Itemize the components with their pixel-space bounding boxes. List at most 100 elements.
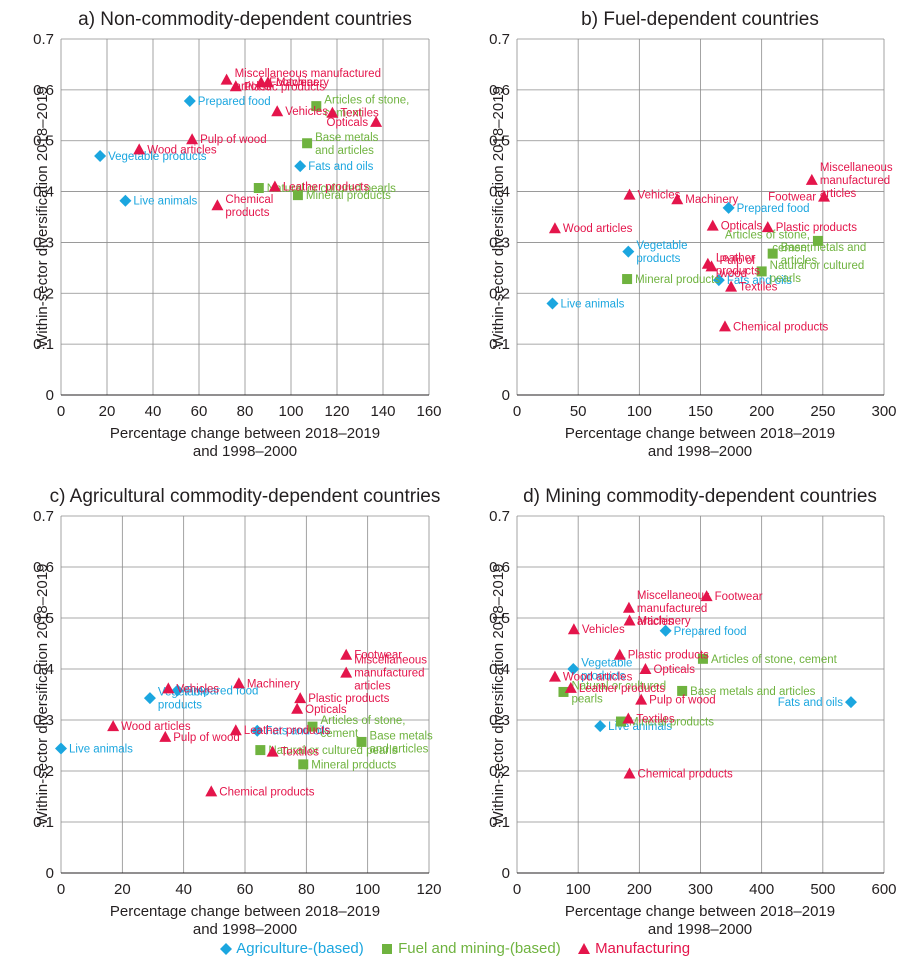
point-label: and articles [315, 145, 374, 157]
legend-label-fuel-mining: Fuel and mining-(based) [398, 940, 561, 957]
point-fats-and-oils [294, 160, 307, 173]
y-tick-label: 0.5 [489, 610, 510, 627]
y-tick-label: 0 [46, 865, 54, 882]
point-vehicles [271, 105, 284, 117]
point-label: Vegetable [581, 658, 632, 670]
y-tick-label: 0.6 [489, 559, 510, 576]
point-label: products [581, 671, 625, 683]
x-tick-label: 120 [416, 881, 441, 898]
x-axis-label: Percentage change between 2018–2019 [110, 903, 380, 920]
point-natural-or-cultured-pearls [756, 266, 767, 277]
point-label: Miscellaneous [354, 655, 427, 667]
point-fats-and-oils [844, 696, 857, 709]
point-miscellaneous-manufactured-articles [220, 73, 233, 85]
point-label: Opticals [721, 221, 763, 233]
point-label: Opticals [653, 664, 695, 676]
point-label: manufactured [354, 668, 424, 680]
point-opticals [291, 702, 304, 714]
point-live-animals [546, 297, 559, 310]
x-axis-label: and 1998–2000 [193, 921, 297, 938]
point-label: Mineral products [311, 759, 396, 771]
y-tick-label: 0.7 [33, 31, 54, 48]
x-tick-label: 100 [566, 881, 591, 898]
point-label: Chemical products [733, 321, 828, 333]
x-tick-label: 60 [237, 881, 254, 898]
point-live-animals [594, 720, 607, 733]
panel-title: b) Fuel-dependent countries [581, 9, 819, 30]
y-tick-label: 0 [46, 387, 54, 404]
point-label: Leather products [283, 181, 370, 193]
point-label: products [225, 207, 269, 219]
point-label: Natural or cultured [571, 680, 666, 692]
point-label: Vehicles [638, 190, 681, 202]
legend-item-manufacturing: Manufacturing [577, 940, 690, 957]
point-label: products [716, 265, 760, 277]
point-label: Vegetable [636, 240, 687, 252]
x-tick-label: 50 [570, 403, 587, 420]
x-tick-label: 160 [416, 403, 441, 420]
point-label: articles [820, 188, 857, 200]
x-tick-label: 80 [298, 881, 315, 898]
point-label: pearls [571, 693, 603, 705]
y-axis-label: Within-sector diversification 2018–2019 [490, 564, 507, 826]
point-base-metals-and-articles [302, 138, 313, 149]
point-label: Base metals and [781, 242, 867, 254]
panel-title: c) Agricultural commodity-dependent coun… [50, 486, 441, 507]
point-label: Prepared food [737, 203, 810, 215]
point-plastic-products [613, 648, 626, 660]
point-opticals [370, 115, 383, 127]
point-label: Textiles [340, 108, 379, 120]
chart-panel-4: d) Mining commodity-dependent countries 0… [489, 486, 896, 938]
point-label: Miscellaneous [637, 590, 710, 602]
point-label: Textiles [636, 713, 675, 725]
y-tick-label: 0.5 [33, 610, 54, 627]
point-footwear [340, 648, 353, 660]
point-label: Opticals [327, 117, 369, 129]
x-axis-label: and 1998–2000 [193, 443, 297, 460]
y-tick-label: 0.4 [489, 184, 510, 201]
point-leather-products [229, 724, 242, 736]
point-wood-articles [107, 720, 120, 732]
point-label: Articles of stone, [725, 229, 810, 241]
point-label: Prepared food [186, 685, 259, 697]
point-articles-of-stone-cement [697, 653, 708, 664]
point-label: Base metals and articles [690, 686, 816, 698]
point-label: Mineral products [635, 274, 720, 286]
y-tick-label: 0 [502, 387, 510, 404]
point-label: Footwear [354, 650, 402, 662]
point-label: Pulp of wood [649, 695, 716, 707]
y-tick-label: 0.4 [489, 661, 510, 678]
point-label: Natural or cultured pearls [268, 745, 397, 757]
point-natural-or-cultured-pearls [255, 745, 266, 756]
legend-label-manufacturing: Manufacturing [595, 940, 691, 957]
point-prepared-food [171, 684, 184, 697]
point-label: Machinery [276, 77, 329, 89]
point-natural-or-cultured-pearls [558, 686, 569, 697]
point-label: Chemical products [219, 786, 314, 798]
point-label: Fats and oils [727, 275, 792, 287]
point-plastic-products [761, 221, 774, 233]
y-tick-label: 0.4 [33, 661, 54, 678]
point-mineral-products [292, 190, 303, 201]
y-tick-label: 0.1 [489, 814, 510, 831]
point-vehicles [623, 188, 636, 200]
point-label: articles [781, 255, 818, 267]
point-wood-articles [548, 222, 561, 234]
legend: Agriculture-(based) Fuel and mining-(bas… [0, 940, 909, 957]
point-mineral-products [298, 759, 309, 770]
point-label: Chemical products [638, 769, 733, 781]
point-label: Machinery [685, 194, 738, 206]
y-tick-label: 0.1 [33, 814, 54, 831]
point-label: Miscellaneous manufactured [235, 68, 381, 80]
point-label: Pulp of wood [173, 732, 240, 744]
point-label: Plastic products [776, 222, 857, 234]
point-natural-or-cultured-pearls [253, 183, 264, 194]
point-live-animals [119, 194, 132, 207]
x-tick-label: 40 [175, 881, 192, 898]
point-label: Vehicles [582, 624, 625, 636]
point-label: articles [637, 616, 674, 628]
point-label: Plastic products [628, 650, 709, 662]
x-tick-label: 300 [871, 403, 896, 420]
point-label: Leather [716, 252, 755, 264]
